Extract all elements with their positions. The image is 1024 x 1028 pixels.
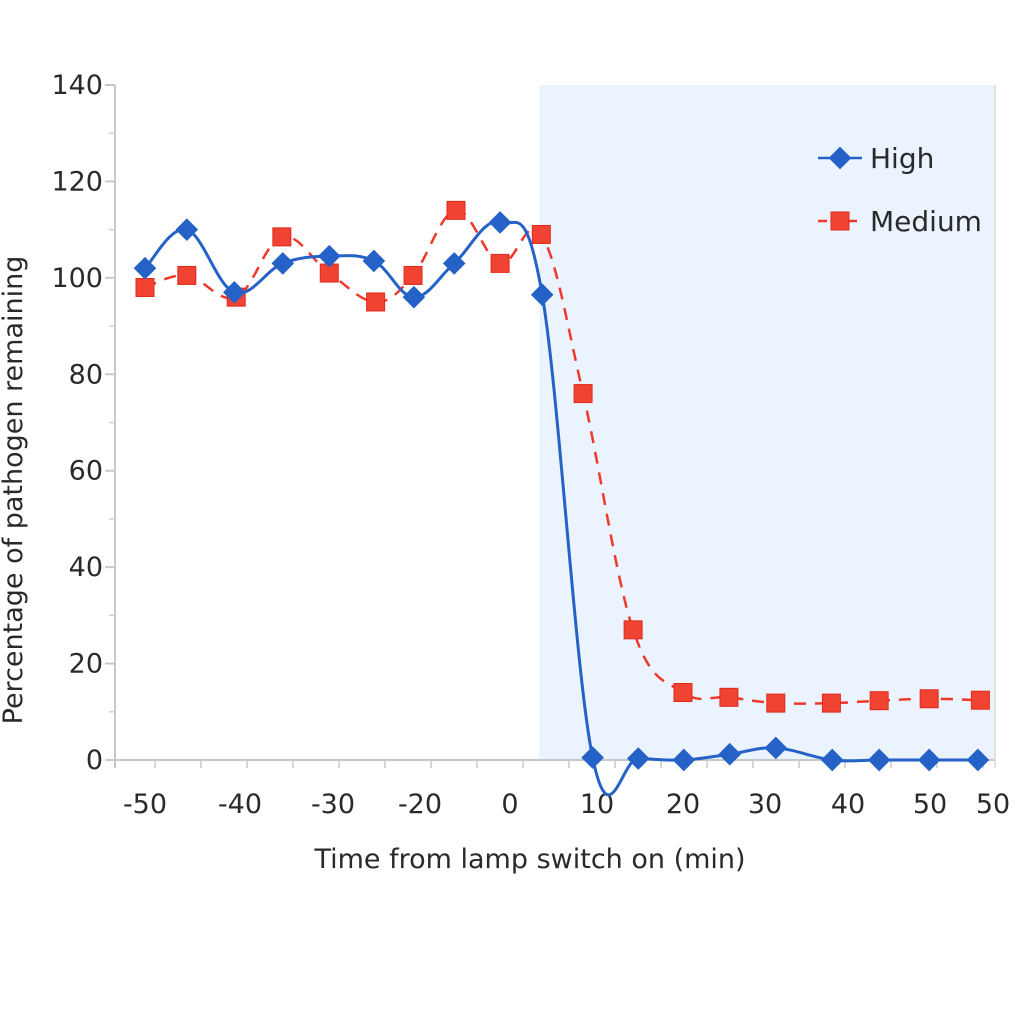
data-point-high: [820, 748, 844, 772]
data-point-high: [626, 747, 650, 770]
data-point-high: [488, 211, 512, 234]
data-point-medium: [490, 253, 510, 273]
data-point-medium: [719, 687, 739, 707]
x-tick-label: 50: [976, 789, 1010, 820]
data-point-high: [317, 244, 341, 268]
y-tick-label: 60: [69, 456, 103, 487]
data-point-high: [530, 283, 554, 307]
legend: High Medium: [818, 142, 982, 238]
y-tick-label: 120: [51, 166, 103, 197]
x-tick-label: 20: [666, 789, 700, 820]
y-axis-label: Percentage of pathogen remaining: [0, 256, 29, 725]
data-point-high: [867, 748, 891, 772]
data-point-high: [718, 742, 742, 766]
data-point-medium: [403, 265, 423, 285]
x-tick-label: 30: [748, 789, 782, 820]
y-tick-label: 140: [51, 70, 103, 101]
data-point-medium: [446, 200, 466, 220]
data-point-high: [271, 252, 295, 275]
data-point-medium: [272, 227, 292, 247]
data-point-medium: [135, 278, 155, 297]
legend-marker-medium: [830, 211, 850, 231]
x-tick-label: -30: [311, 789, 355, 820]
y-tick-label: 0: [86, 745, 103, 776]
data-point-medium: [919, 689, 939, 709]
data-point-high: [966, 748, 990, 772]
data-point-medium: [531, 224, 551, 244]
y-tick-label: 40: [69, 552, 103, 583]
data-point-medium: [573, 384, 593, 404]
data-point-high: [581, 746, 604, 769]
data-point-high: [764, 736, 788, 760]
x-tick-label: -20: [398, 789, 442, 820]
x-tick-label: 50: [913, 789, 947, 820]
x-axis-label: Time from lamp switch on (min): [313, 844, 745, 875]
data-point-high: [917, 748, 941, 772]
data-point-medium: [177, 265, 197, 285]
y-tick-label: 80: [69, 359, 103, 390]
data-point-medium: [970, 690, 990, 710]
y-tick-label: 100: [51, 263, 103, 294]
lamp-on-shaded-region: [539, 85, 995, 760]
data-point-medium: [766, 693, 786, 713]
legend-label: Medium: [870, 205, 982, 238]
y-tick-label: 20: [69, 649, 103, 680]
data-point-medium: [673, 683, 693, 702]
data-point-medium: [366, 292, 386, 312]
x-tick-label: 40: [831, 789, 865, 820]
data-point-medium: [821, 693, 841, 713]
legend-label: High: [870, 142, 934, 175]
data-point-high: [672, 748, 696, 772]
x-tick-label: -40: [218, 789, 262, 820]
data-point-medium: [623, 620, 643, 640]
x-tick-label: 0: [501, 789, 518, 820]
data-point-high: [402, 285, 426, 309]
data-point-medium: [869, 691, 889, 711]
x-tick-label: -50: [123, 789, 167, 820]
